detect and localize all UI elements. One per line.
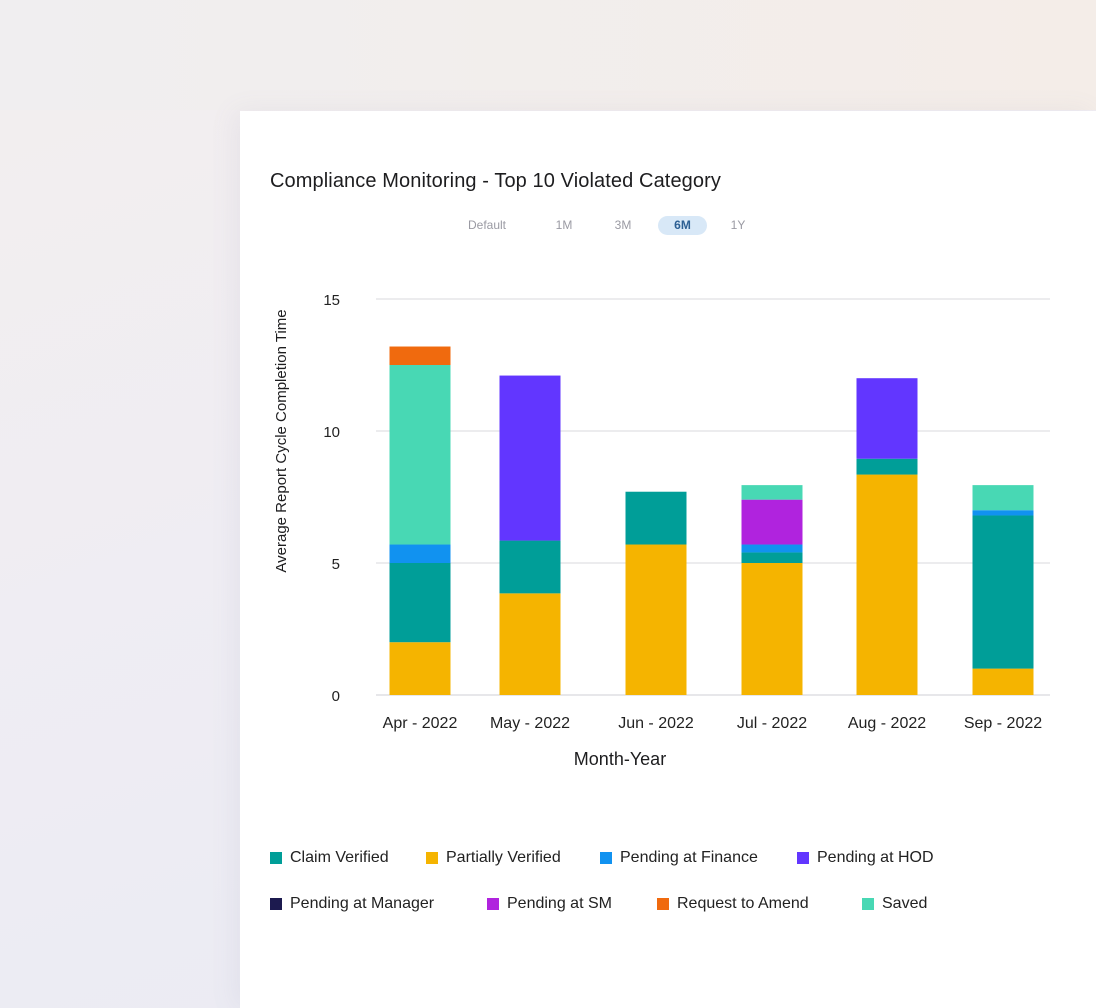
bar-segment <box>499 540 561 594</box>
bar-segment <box>741 552 803 563</box>
legend-swatch <box>270 852 282 864</box>
bar-segment <box>741 563 803 695</box>
legend-swatch <box>426 852 438 864</box>
legend-label: Request to Amend <box>677 895 809 912</box>
legend-item[interactable]: Pending at SM <box>487 895 612 913</box>
legend-item[interactable]: Request to Amend <box>657 895 809 913</box>
range-default-button[interactable]: Default <box>467 218 507 232</box>
bar-segment <box>625 544 687 695</box>
bar-segment <box>741 499 803 545</box>
legend-swatch <box>600 852 612 864</box>
y-axis-title: Average Report Cycle Completion Time <box>273 309 290 572</box>
bar-segment <box>389 642 451 695</box>
legend-label: Pending at Manager <box>290 895 435 912</box>
bar-segment <box>389 346 451 365</box>
legend-swatch <box>657 898 669 910</box>
bar-segment <box>389 544 451 563</box>
legend-label: Pending at SM <box>507 895 612 912</box>
background-top <box>0 0 1096 110</box>
bar-segment <box>972 510 1034 516</box>
x-tick-label: Sep - 2022 <box>964 715 1042 732</box>
legend-item[interactable]: Pending at HOD <box>797 849 934 867</box>
bar-segment <box>856 474 918 695</box>
bar-segment <box>972 515 1034 669</box>
range-3m-button[interactable]: 3M <box>614 218 632 232</box>
chart-title: Compliance Monitoring - Top 10 Violated … <box>270 170 721 192</box>
legend-item[interactable]: Partially Verified <box>426 849 561 867</box>
legend-label: Saved <box>882 895 928 912</box>
y-tick-label: 5 <box>332 556 340 573</box>
stacked-bar-chart: 0 5 10 15 Apr - 2022 May - 2022 Jun - 2022 Jul … <box>273 292 1050 769</box>
legend-item[interactable]: Pending at Manager <box>270 895 434 913</box>
legend-swatch <box>270 898 282 910</box>
legend-item[interactable]: Saved <box>862 895 927 913</box>
bar-segment <box>972 485 1034 511</box>
chart-card: Compliance Monitoring - Top 10 Violated … <box>240 111 1096 1008</box>
x-tick-label: Aug - 2022 <box>848 715 926 732</box>
bar-segment <box>856 378 918 459</box>
legend-swatch <box>862 898 874 910</box>
bar-segment <box>499 593 561 695</box>
bar-segment <box>741 544 803 553</box>
legend-swatch <box>797 852 809 864</box>
y-tick-label: 10 <box>323 424 340 441</box>
range-6m-button[interactable]: 6M <box>658 216 707 235</box>
x-tick-label: May - 2022 <box>490 715 570 732</box>
x-axis-title: Month-Year <box>574 749 666 769</box>
range-1y-button[interactable]: 1Y <box>730 218 746 232</box>
bar-segment <box>625 491 687 545</box>
bar-segment <box>389 365 451 545</box>
bar-segment <box>741 485 803 500</box>
x-tick-label: Jul - 2022 <box>737 715 807 732</box>
legend-label: Pending at Finance <box>620 849 758 866</box>
range-1m-button[interactable]: 1M <box>555 218 573 232</box>
legend-label: Partially Verified <box>446 849 561 866</box>
legend-label: Pending at HOD <box>817 849 934 866</box>
bar-segment <box>389 563 451 643</box>
y-tick-label: 0 <box>332 688 340 705</box>
y-tick-label: 15 <box>323 292 340 309</box>
x-tick-label: Apr - 2022 <box>383 715 458 732</box>
legend-item[interactable]: Claim Verified <box>270 849 389 867</box>
legend-swatch <box>487 898 499 910</box>
legend-label: Claim Verified <box>290 849 389 866</box>
x-tick-label: Jun - 2022 <box>618 715 694 732</box>
bar-segment <box>972 668 1034 695</box>
legend-item[interactable]: Pending at Finance <box>600 849 758 867</box>
bar-segment <box>499 375 561 541</box>
bar-segment <box>856 458 918 475</box>
